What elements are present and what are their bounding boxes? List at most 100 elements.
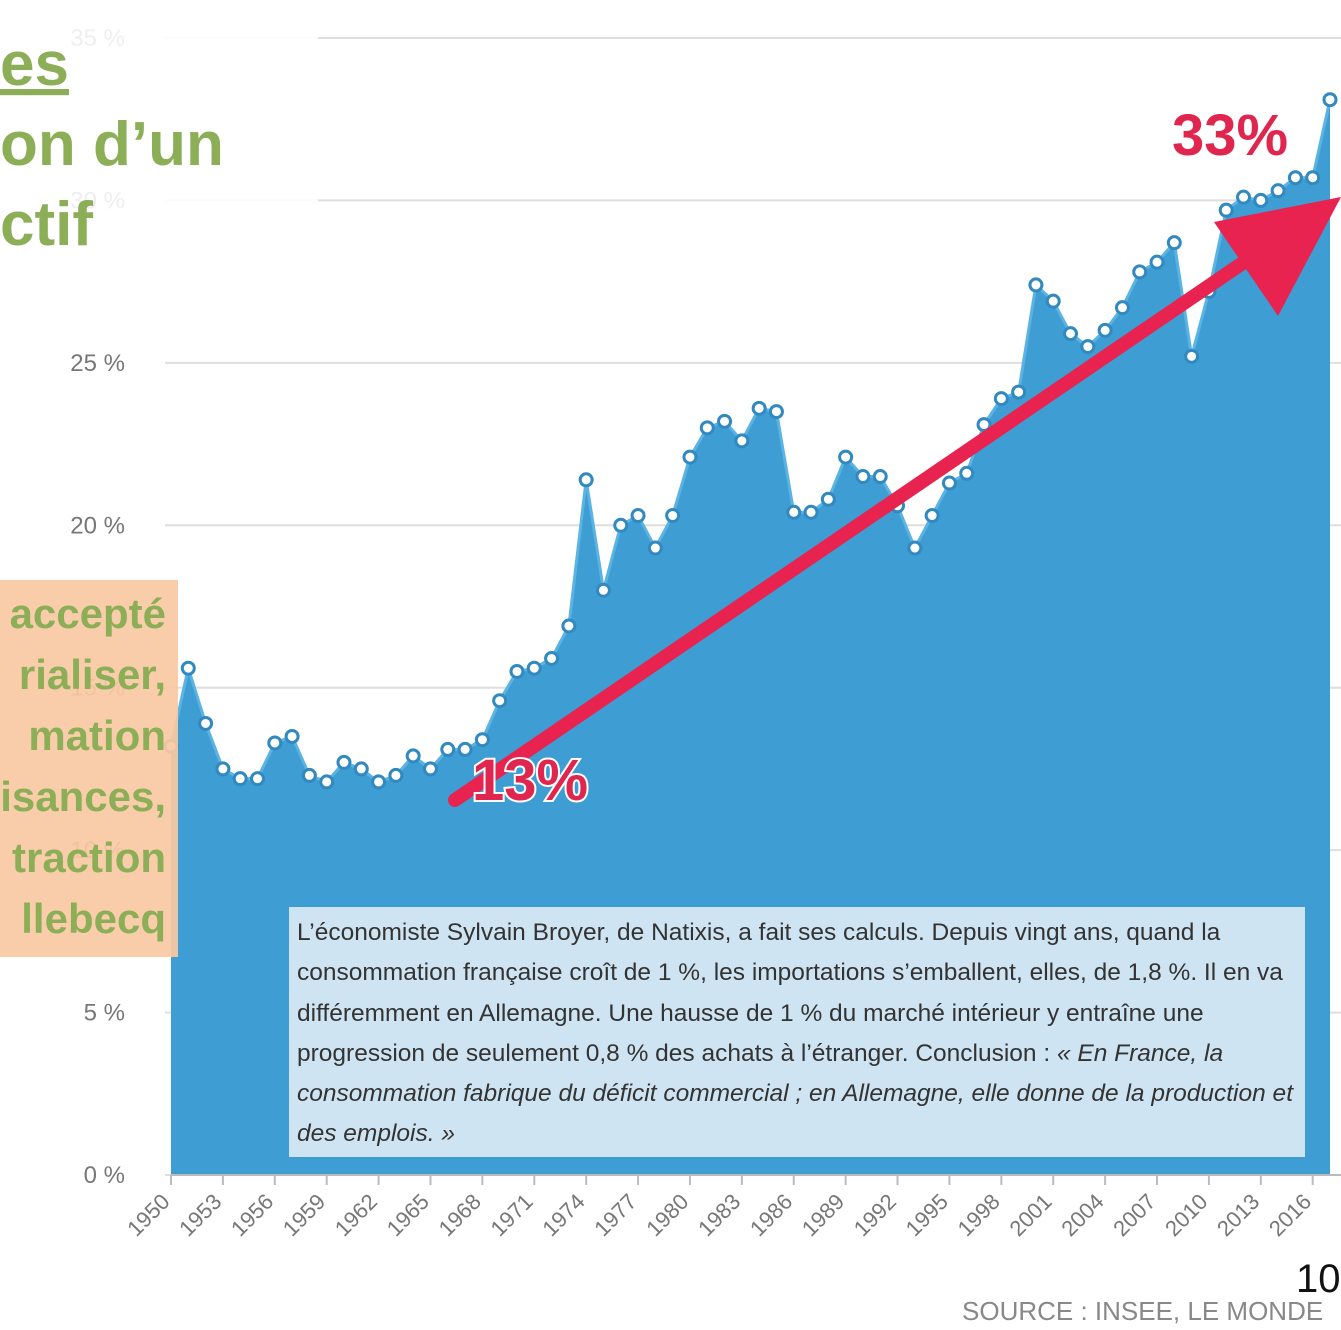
x-tick-label: 1956 <box>226 1189 278 1241</box>
point <box>1305 170 1321 186</box>
point <box>336 754 352 770</box>
box-line: llebecq <box>21 895 166 942</box>
point <box>1063 326 1079 342</box>
title-line: ctif <box>0 190 93 259</box>
point <box>665 508 681 524</box>
x-tick-label: 1992 <box>849 1189 901 1241</box>
point <box>198 715 214 731</box>
point <box>768 404 784 420</box>
x-tick-label: 1968 <box>434 1189 486 1241</box>
point <box>1114 300 1130 316</box>
point <box>492 693 508 709</box>
point <box>838 449 854 465</box>
text-box <box>0 580 178 957</box>
x-tick-label: 2013 <box>1212 1189 1264 1241</box>
point <box>249 771 265 787</box>
box-line: rialiser, <box>19 651 166 698</box>
point <box>941 475 957 491</box>
point <box>319 774 335 790</box>
point <box>1080 339 1096 355</box>
x-tick-label: 2004 <box>1056 1189 1108 1241</box>
point <box>1097 322 1113 338</box>
point <box>1011 384 1027 400</box>
box-line: accepté <box>10 590 166 637</box>
point <box>682 449 698 465</box>
point <box>1270 183 1286 199</box>
y-tick-label: 0 % <box>84 1162 125 1189</box>
x-tick-label: 2016 <box>1264 1189 1316 1241</box>
point <box>803 504 819 520</box>
x-tick-label: 1998 <box>953 1189 1005 1241</box>
box-line: isances, <box>0 773 166 820</box>
annotation: 33% <box>1172 103 1288 168</box>
point <box>1218 202 1234 218</box>
point <box>751 400 767 416</box>
x-tick-label: 2010 <box>1160 1189 1212 1241</box>
point <box>457 741 473 757</box>
point <box>526 660 542 676</box>
box-line: mation <box>28 712 166 759</box>
point <box>405 748 421 764</box>
x-tick-label: 1950 <box>122 1189 174 1241</box>
point <box>215 761 231 777</box>
point <box>544 650 560 666</box>
point <box>1149 254 1165 270</box>
point <box>855 469 871 485</box>
point <box>267 735 283 751</box>
point <box>578 472 594 488</box>
page-number: 10 <box>1296 1257 1341 1301</box>
x-tick-label: 1974 <box>537 1189 589 1241</box>
point <box>630 508 646 524</box>
x-tick-label: 1959 <box>278 1189 330 1241</box>
point <box>474 732 490 748</box>
x-tick-label: 2007 <box>1108 1189 1160 1241</box>
point <box>1184 348 1200 364</box>
x-tick-label: 1983 <box>693 1189 745 1241</box>
point <box>1166 235 1182 251</box>
x-tick-label: 1995 <box>901 1189 953 1241</box>
point <box>353 761 369 777</box>
point <box>820 491 836 507</box>
point <box>1253 192 1269 208</box>
x-tick-label: 1977 <box>589 1189 641 1241</box>
title-line: es <box>0 30 69 99</box>
point <box>976 417 992 433</box>
point <box>647 540 663 556</box>
point <box>232 771 248 787</box>
point <box>422 761 438 777</box>
point <box>301 767 317 783</box>
y-tick-label: 25 % <box>70 350 125 377</box>
x-tick-label: 1971 <box>486 1189 538 1241</box>
point <box>717 413 733 429</box>
point <box>509 663 525 679</box>
x-tick-label: 1986 <box>745 1189 797 1241</box>
point <box>440 741 456 757</box>
point <box>1322 92 1338 108</box>
point <box>786 504 802 520</box>
arrow-shaft <box>448 251 1257 807</box>
annotation: 13% <box>472 748 588 813</box>
x-tick-label: 1989 <box>797 1189 849 1241</box>
x-tick-label: 1953 <box>174 1189 226 1241</box>
point <box>180 660 196 676</box>
box-line: traction <box>12 834 166 881</box>
title-box <box>0 5 318 352</box>
quote-italic: « En France, la consommation fabrique du… <box>297 1039 1293 1148</box>
area <box>171 99 1330 1175</box>
y-tick-label: 20 % <box>70 512 125 539</box>
point <box>1132 264 1148 280</box>
point <box>1236 189 1252 205</box>
point <box>1045 293 1061 309</box>
x-tick-label: 1962 <box>330 1189 382 1241</box>
point <box>872 469 888 485</box>
point <box>284 728 300 744</box>
point <box>371 774 387 790</box>
point <box>388 767 404 783</box>
arrow-head <box>1214 197 1341 316</box>
x-tick-label: 1965 <box>382 1189 434 1241</box>
point <box>595 582 611 598</box>
point <box>613 517 629 533</box>
quote-text: L’économiste Sylvain Broyer, de Natixis,… <box>297 919 1283 1067</box>
